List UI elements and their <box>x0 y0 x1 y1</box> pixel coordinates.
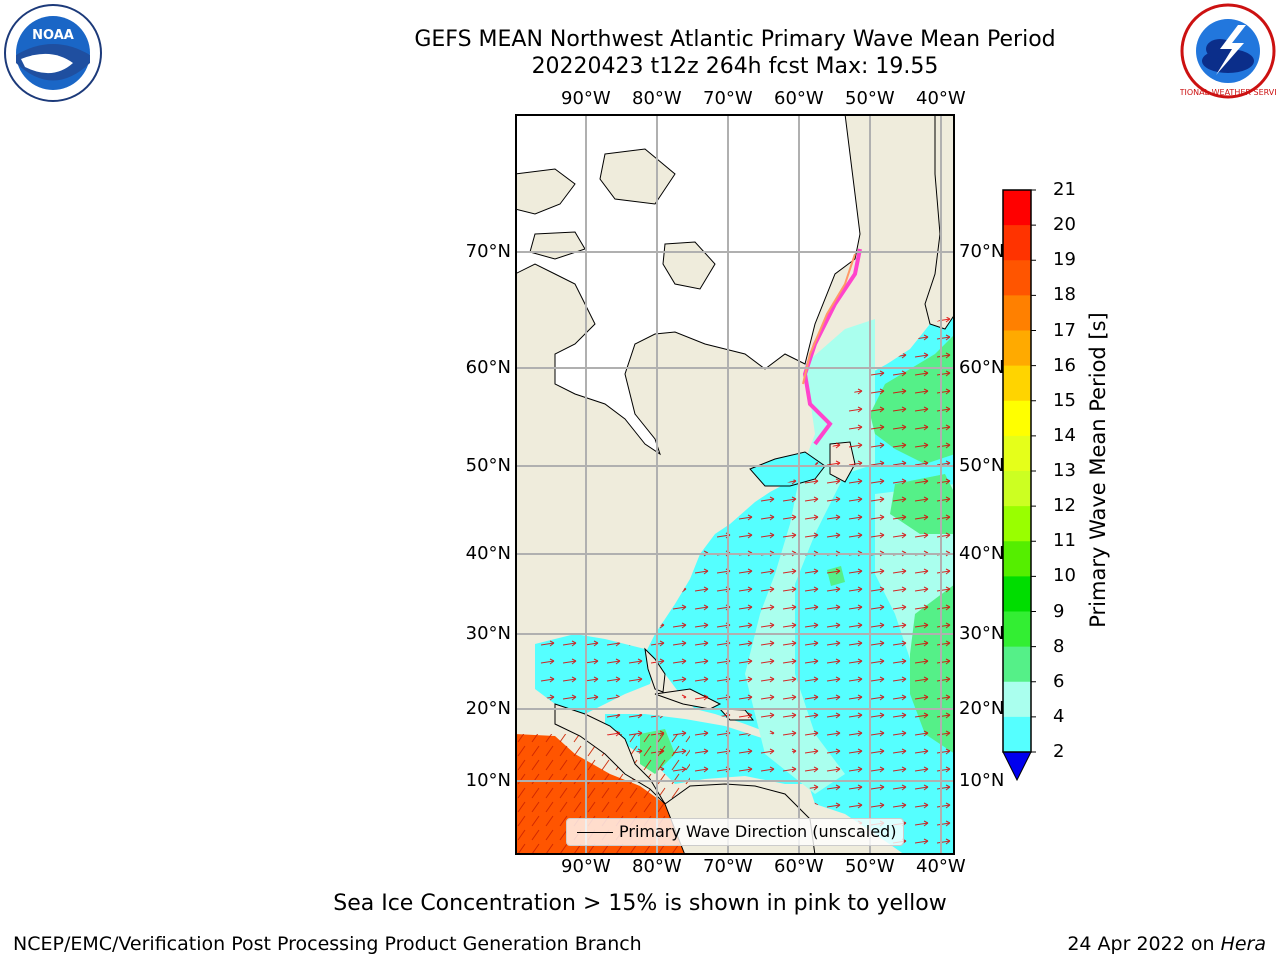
lon-label-bottom: 70°W <box>703 856 753 877</box>
colorbar-segment <box>1003 716 1031 753</box>
colorbar-tick-label: 21 <box>1053 179 1076 200</box>
lat-label-left: 10°N <box>465 770 511 791</box>
nws-logo: NATIONAL WEATHER SERVICE <box>1180 3 1276 99</box>
lon-label-top: 80°W <box>632 88 682 109</box>
ice-edge-labrador <box>802 248 862 446</box>
lat-label-right: 50°N <box>959 455 1005 476</box>
colorbar-segment <box>1003 225 1031 261</box>
colorbar-segment <box>1003 400 1031 437</box>
colorbar-label: Primary Wave Mean Period [s] <box>1086 312 1110 628</box>
lat-label-right: 10°N <box>959 770 1005 791</box>
noaa-logo: NOAA <box>4 4 102 102</box>
colorbar-tick-label: 17 <box>1053 319 1076 341</box>
lat-label-left: 60°N <box>465 357 511 378</box>
machine-name: Hera <box>1220 933 1266 955</box>
colorbar-segment <box>1003 681 1031 718</box>
colorbar-tick-label: 16 <box>1053 354 1076 376</box>
legend-line-swatch <box>577 832 613 833</box>
lat-label-left: 50°N <box>465 455 511 476</box>
sea-ice-note: Sea Ice Concentration > 15% is shown in … <box>333 891 947 916</box>
colorbar-tick-label: 19 <box>1053 249 1076 271</box>
lat-label-left: 70°N <box>465 241 511 262</box>
graticule <box>515 114 955 855</box>
colorbar-segment <box>1003 611 1031 648</box>
colorbar-segment <box>1003 435 1031 472</box>
lat-label-left: 20°N <box>465 698 511 719</box>
lon-label-bottom: 90°W <box>561 856 611 877</box>
date-line: 24 Apr 2022 on Hera <box>1067 933 1266 955</box>
colorbar <box>1002 189 1036 782</box>
colorbar-segment <box>1003 541 1031 577</box>
colorbar-tick-label: 14 <box>1053 424 1076 446</box>
colorbar-tick-label: 13 <box>1053 460 1076 481</box>
colorbar-tick-label: 8 <box>1053 635 1065 657</box>
lat-label-right: 60°N <box>959 357 1005 378</box>
colorbar-tick-label: 18 <box>1053 284 1076 306</box>
colorbar-tick-label: 2 <box>1053 741 1065 762</box>
nws-logo-text: NATIONAL WEATHER SERVICE <box>1180 88 1276 97</box>
lat-label-right: 70°N <box>959 241 1005 262</box>
lon-label-top: 50°W <box>845 88 895 109</box>
colorbar-tick-label: 4 <box>1053 705 1065 727</box>
colorbar-segment <box>1003 295 1031 331</box>
legend-label: Primary Wave Direction (unscaled) <box>619 822 897 841</box>
land-arctic-islands <box>515 148 716 290</box>
lat-label-right: 30°N <box>959 623 1005 644</box>
map-legend: Primary Wave Direction (unscaled) <box>566 818 904 846</box>
colorbar-segment <box>1003 260 1031 296</box>
colorbar-segment <box>1003 471 1031 507</box>
lon-label-bottom: 60°W <box>774 856 824 877</box>
noaa-logo-text: NOAA <box>32 28 74 43</box>
colorbar-segment <box>1003 646 1031 683</box>
credit-line: NCEP/EMC/Verification Post Processing Pr… <box>13 933 642 955</box>
chart-subtitle: 20220423 t12z 264h fcst Max: 19.55 <box>531 54 939 79</box>
colorbar-tick-label: 12 <box>1053 495 1076 517</box>
lat-label-right: 40°N <box>959 543 1005 564</box>
colorbar-tick-label: 6 <box>1053 670 1065 692</box>
lat-label-left: 30°N <box>465 623 511 644</box>
lat-label-right: 20°N <box>959 698 1005 719</box>
lon-label-bottom: 80°W <box>632 856 682 877</box>
colorbar-tick-label: 10 <box>1053 565 1076 587</box>
colorbar-segment <box>1003 365 1031 402</box>
lon-label-bottom: 50°W <box>845 856 895 877</box>
chart-title: GEFS MEAN Northwest Atlantic Primary Wav… <box>414 27 1056 52</box>
wave-period-map <box>515 114 955 855</box>
colorbar-tick-label: 11 <box>1053 530 1076 552</box>
colorbar-tick-label: 9 <box>1053 600 1065 622</box>
colorbar-segment <box>1003 576 1031 612</box>
lon-label-top: 60°W <box>774 88 824 109</box>
lon-label-top: 90°W <box>561 88 611 109</box>
colorbar-segment <box>1003 506 1031 542</box>
colorbar-segment <box>1003 190 1031 226</box>
map-frame <box>515 114 955 855</box>
lon-label-bottom: 40°W <box>916 856 966 877</box>
colorbar-extend-triangle <box>1002 751 1032 782</box>
colorbar-segment <box>1003 330 1031 367</box>
lon-label-top: 40°W <box>916 88 966 109</box>
colorbar-tick-label: 15 <box>1053 389 1076 411</box>
ice-edge-inner <box>802 253 856 385</box>
date-text: 24 Apr 2022 on <box>1067 933 1221 955</box>
lat-label-left: 40°N <box>465 543 511 564</box>
colorbar-tick-label: 20 <box>1053 214 1076 236</box>
lon-label-top: 70°W <box>703 88 753 109</box>
